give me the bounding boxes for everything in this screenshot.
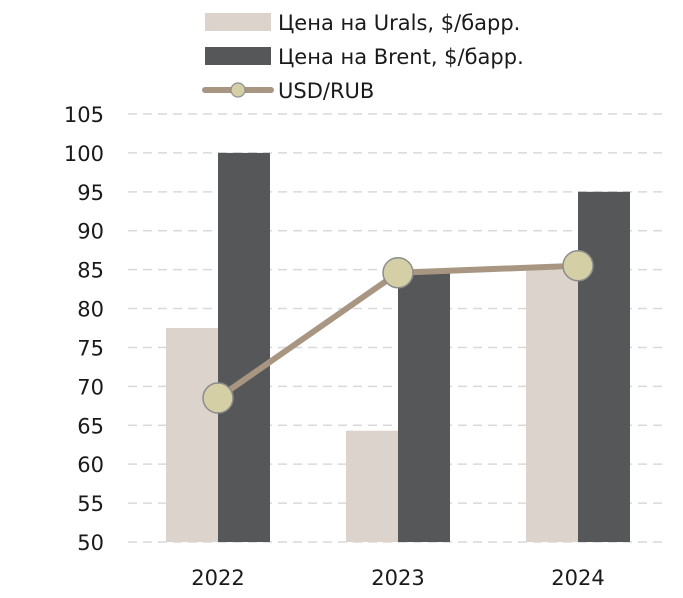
legend-label-1: Цена на Brent, $/барр. [278, 45, 524, 69]
y-tick-label-95: 95 [77, 181, 104, 205]
usd-rub-point-2024 [562, 249, 594, 282]
usd-rub-point-2022 [202, 382, 234, 414]
legend-label-2: USD/RUB [278, 79, 374, 103]
usd-rub-line [202, 249, 594, 414]
bar-urals-2024 [526, 269, 578, 542]
legend-swatch-1 [205, 47, 271, 65]
y-tick-label-90: 90 [77, 220, 104, 244]
x-tick-label-2023: 2023 [371, 566, 424, 590]
y-tick-label-75: 75 [77, 336, 104, 360]
bar-brent-2024 [578, 191, 630, 542]
bar-brent-2023 [398, 269, 450, 542]
x-tick-label-2022: 2022 [191, 566, 244, 590]
legend: Цена на Urals, $/барр. Цена на Brent, $/б… [202, 11, 524, 103]
y-tick-label-50: 50 [77, 531, 104, 555]
bar-urals-2022 [166, 328, 218, 542]
y-tick-label-70: 70 [77, 375, 104, 399]
bar-brent-2022 [218, 152, 270, 542]
y-tick-label-85: 85 [77, 259, 104, 283]
legend-swatch-0 [205, 13, 271, 31]
bars [166, 152, 630, 542]
y-tick-label-100: 100 [64, 142, 104, 166]
legend-marker-2 [230, 82, 246, 98]
x-tick-label-2024: 2024 [551, 566, 604, 590]
x-axis: 2022 2023 2024 [191, 566, 604, 590]
usd-rub-point-2023 [382, 256, 414, 289]
y-tick-label-60: 60 [77, 453, 104, 477]
bar-urals-2023 [346, 430, 398, 542]
y-tick-label-55: 55 [77, 492, 104, 516]
y-tick-label-65: 65 [77, 414, 104, 438]
y-tick-label-105: 105 [64, 103, 104, 127]
legend-label-0: Цена на Urals, $/барр. [278, 11, 520, 35]
y-axis: 50 55 60 65 70 75 80 85 90 95 100 105 [64, 103, 104, 555]
y-tick-label-80: 80 [77, 298, 104, 322]
